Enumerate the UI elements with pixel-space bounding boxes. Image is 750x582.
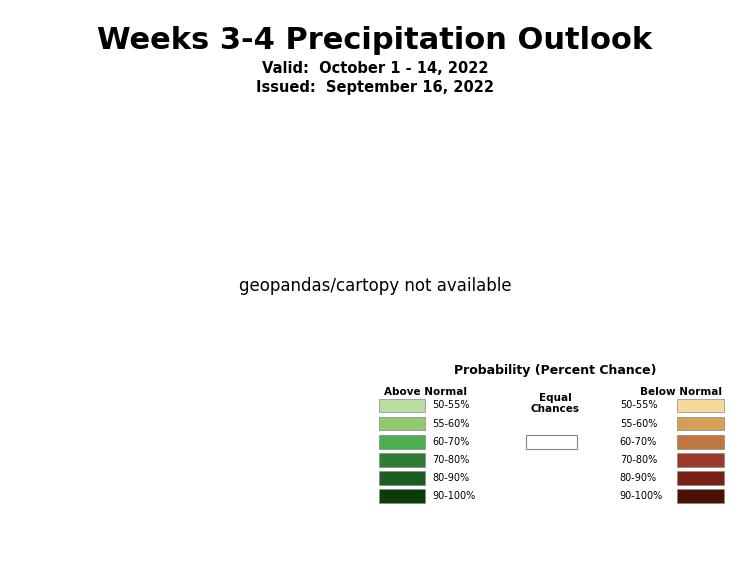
Text: Above Normal: Above Normal [384,386,467,396]
Bar [677,489,724,503]
Text: 70-80%: 70-80% [433,455,470,465]
Text: 50-55%: 50-55% [433,400,470,410]
Text: Equal
Chances: Equal Chances [530,393,580,414]
Text: 90-100%: 90-100% [433,491,476,501]
Text: 60-70%: 60-70% [620,437,657,447]
Text: Issued:  September 16, 2022: Issued: September 16, 2022 [256,80,494,95]
Text: 50-55%: 50-55% [620,400,657,410]
Bar [526,435,577,449]
Text: 80-90%: 80-90% [433,473,470,483]
Text: Below Normal: Below Normal [640,386,722,396]
Text: 80-90%: 80-90% [620,473,657,483]
Bar [677,435,724,449]
Text: geopandas/cartopy not available: geopandas/cartopy not available [238,277,512,295]
Text: Valid:  October 1 - 14, 2022: Valid: October 1 - 14, 2022 [262,61,488,76]
Text: 55-60%: 55-60% [433,418,470,428]
Bar [379,417,425,431]
Text: 60-70%: 60-70% [433,437,470,447]
Bar [379,399,425,412]
Bar [379,471,425,485]
Bar [379,435,425,449]
Bar [677,399,724,412]
Bar [379,489,425,503]
Bar [379,453,425,467]
Text: 90-100%: 90-100% [620,491,663,501]
Text: 70-80%: 70-80% [620,455,657,465]
Text: 55-60%: 55-60% [620,418,657,428]
Bar [677,471,724,485]
Text: Probability (Percent Chance): Probability (Percent Chance) [454,364,656,377]
Bar [677,417,724,431]
Bar [677,453,724,467]
Text: Weeks 3-4 Precipitation Outlook: Weeks 3-4 Precipitation Outlook [98,26,652,55]
